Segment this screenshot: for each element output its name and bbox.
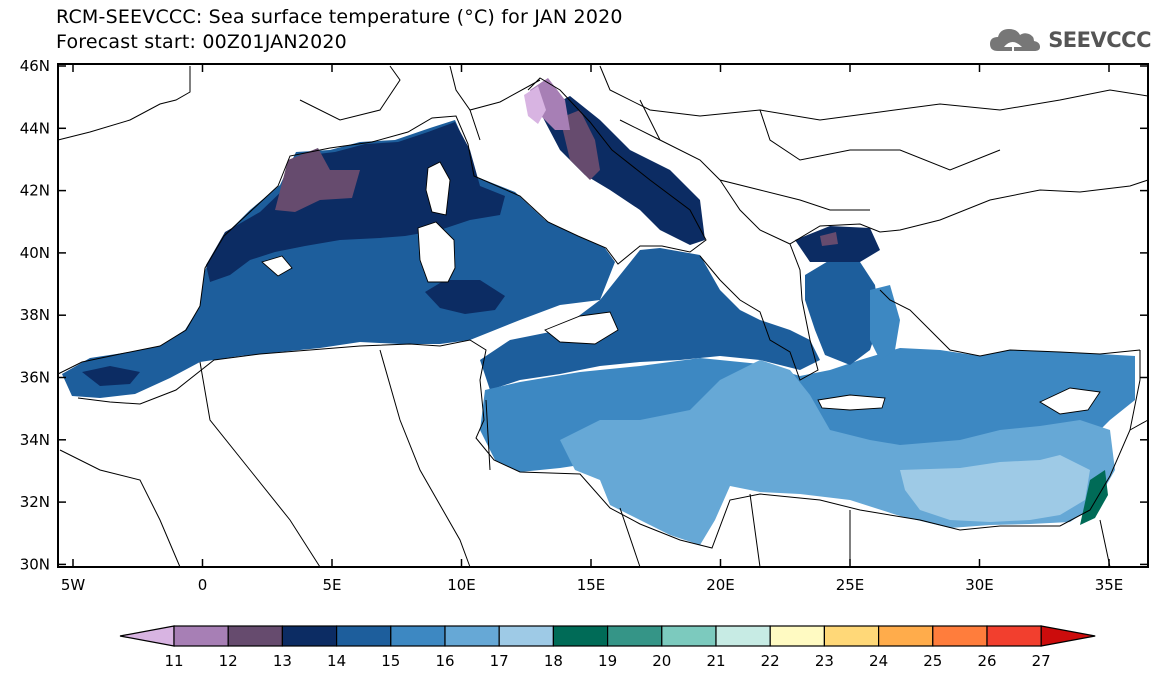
colorbar-label: 20 (652, 652, 671, 670)
lon-tick-label: 20E (706, 576, 735, 594)
lat-tick-label: 40N (20, 244, 50, 262)
colorbar-label: 18 (544, 652, 563, 670)
colorbar-swatch (227, 625, 283, 647)
lat-tick-label: 42N (20, 182, 50, 200)
islands (261, 161, 1101, 415)
colorbar-label: 17 (490, 652, 509, 670)
lon-tick-label: 15E (577, 576, 606, 594)
sst-region-13-adriatic (560, 110, 600, 180)
lon-tick-label: 30E (965, 576, 994, 594)
coastlines-and-borders (57, 65, 1149, 568)
colorbar-swatch (986, 625, 1042, 647)
colorbar-swatch (390, 625, 446, 647)
colorbar-swatch (877, 625, 934, 647)
colorbar-swatch (932, 625, 988, 647)
sst-region-14-tyrrhenian (425, 280, 505, 314)
logo-text: SEEVCCC (1048, 28, 1151, 52)
colorbar-label: 19 (598, 652, 617, 670)
forecast-start-label: Forecast start: 00Z01JAN2020 (56, 31, 347, 53)
colorbar-label: 12 (219, 652, 238, 670)
colorbar-swatch (823, 625, 880, 647)
lon-tick-label: 5E (322, 576, 341, 594)
sst-region-15-aegean (805, 260, 880, 365)
sst-region-14-alboran (82, 366, 140, 386)
mallorca (261, 255, 293, 277)
colorbar-label: 14 (327, 652, 346, 670)
colorbar-label: 15 (381, 652, 400, 670)
colorbar-swatch (715, 625, 771, 647)
colorbar-swatch (552, 625, 609, 647)
colorbar: 11 12 13 14 15 16 17 18 19 20 21 22 23 24 25 26 27 (119, 625, 1096, 670)
lat-tick-label: 38N (20, 306, 50, 324)
lat-tick-label: 32N (20, 493, 50, 511)
lon-tick-label: 0 (198, 576, 208, 594)
lon-tick-label: 5W (61, 576, 86, 594)
lat-tick-label: 46N (20, 57, 50, 75)
map-title: RCM-SEEVCCC: Sea surface temperature (°C… (56, 6, 623, 28)
sst-region-14-west (206, 122, 505, 282)
crete (817, 394, 886, 411)
colorbar-swatch (769, 625, 826, 647)
lat-tick-label: 30N (20, 555, 50, 573)
sst-region-15-ionian (480, 248, 820, 390)
colorbar-label: 25 (923, 652, 942, 670)
sicily (544, 311, 619, 345)
colorbar-label: 13 (273, 652, 292, 670)
colorbar-swatch (444, 625, 500, 647)
colorbar-swatch (336, 625, 392, 647)
colorbar-label: 23 (815, 652, 834, 670)
sst-region-11-adriatic (524, 86, 546, 124)
colorbar-max-arrow (1040, 625, 1096, 647)
cyprus (1039, 387, 1101, 415)
lon-tick-label: 35E (1095, 576, 1124, 594)
colorbar-swatch (498, 625, 555, 647)
sst-region-13-aegean (820, 232, 838, 246)
lat-tick-label: 44N (20, 119, 50, 137)
lon-tick-label: 10E (447, 576, 476, 594)
lon-tick-label: 25E (836, 576, 865, 594)
lat-tick-label: 34N (20, 431, 50, 449)
colorbar-swatch (281, 625, 338, 647)
colorbar-min-arrow (119, 625, 175, 647)
sst-region-12-adriatic (530, 78, 570, 130)
colorbar-label: 26 (977, 652, 996, 670)
colorbar-label: 16 (435, 652, 454, 670)
sst-region-16-aegean (870, 285, 900, 360)
colorbar-swatch (661, 625, 717, 647)
colorbar-label: 24 (869, 652, 888, 670)
colorbar-swatch (606, 625, 663, 647)
sea-temperature-field (62, 78, 1135, 545)
lat-tick-label: 36N (20, 369, 50, 387)
seevccc-logo: SEEVCCC (988, 22, 1151, 58)
colorbar-label: 27 (1032, 652, 1051, 670)
latitude-axis: 46N 44N 42N 40N 38N 36N 34N 32N 30N (20, 57, 1148, 573)
longitude-axis: 5W 0 5E 10E 15E 20E 25E 30E 35E (61, 64, 1123, 594)
colorbar-label: 21 (706, 652, 725, 670)
cloud-umbrella-icon (990, 29, 1041, 53)
corsica (425, 161, 451, 216)
colorbar-label: 22 (761, 652, 780, 670)
colorbar-label: 11 (164, 652, 183, 670)
sst-region-18-levant (900, 455, 1090, 522)
colorbar-swatch (173, 625, 229, 647)
sst-region-13-gulf-of-lion (275, 148, 360, 212)
sardinia (417, 221, 456, 283)
